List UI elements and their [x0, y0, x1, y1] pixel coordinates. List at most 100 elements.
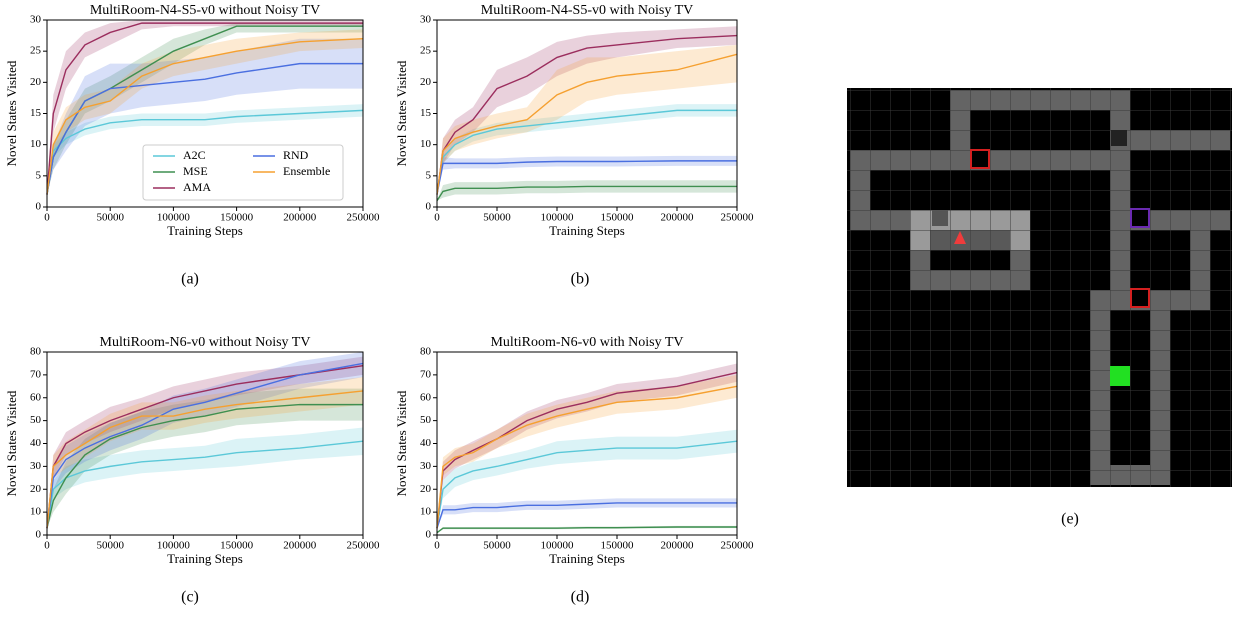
x-tick-label: 200000 [283, 212, 317, 224]
series-line [436, 185, 737, 202]
door-red [970, 149, 990, 169]
x-tick-label: 200000 [283, 540, 317, 552]
y-tick-label: 10 [30, 506, 42, 518]
series-line [46, 365, 364, 529]
y-tick-label: 10 [30, 138, 42, 150]
y-tick-label: 10 [420, 506, 432, 518]
series-line [46, 403, 363, 529]
band [437, 180, 737, 201]
band [437, 374, 737, 529]
y-axis-label: Novel States Visited [4, 390, 19, 496]
y-tick-label: 50 [30, 414, 42, 426]
x-tick-label: 100000 [157, 212, 191, 224]
y-tick-label: 0 [36, 529, 42, 541]
series-line [436, 526, 737, 534]
series-line [46, 22, 363, 195]
y-tick-label: 70 [30, 368, 42, 380]
band [47, 38, 363, 195]
y-tick-label: 20 [420, 483, 432, 495]
legend-label: A2C [183, 148, 206, 162]
series-line [46, 390, 364, 529]
x-tick-label: 200000 [661, 212, 695, 224]
x-tick-label: 250000 [721, 540, 755, 552]
legend-label: AMA [183, 180, 211, 194]
door-red [1130, 288, 1150, 308]
y-tick-label: 70 [420, 368, 432, 380]
x-tick-label: 150000 [601, 540, 635, 552]
y-tick-label: 30 [30, 460, 42, 472]
x-tick-label: 0 [434, 212, 440, 224]
y-tick-label: 60 [30, 391, 42, 403]
series-line [46, 440, 364, 529]
legend-label: MSE [183, 164, 208, 178]
y-tick-label: 40 [420, 437, 432, 449]
y-tick-label: 0 [426, 529, 432, 541]
chart-title: MultiRoom-N4-S5-v0 with Noisy TV [481, 3, 693, 18]
y-tick-label: 25 [420, 45, 432, 57]
y-axis-label: Novel States Visited [394, 60, 409, 166]
y-tick-label: 25 [30, 45, 42, 57]
y-tick-label: 80 [30, 346, 42, 358]
door-grey [932, 210, 948, 226]
x-tick-label: 0 [44, 540, 50, 552]
band [437, 104, 737, 195]
y-tick-label: 20 [420, 76, 432, 88]
legend-label: RND [283, 148, 309, 162]
band [437, 26, 737, 195]
y-tick-label: 10 [420, 138, 432, 150]
x-tick-label: 100000 [541, 212, 575, 224]
y-tick-label: 0 [426, 201, 432, 213]
x-tick-label: 200000 [661, 540, 695, 552]
band [437, 44, 737, 195]
x-axis-label: Training Steps [549, 223, 625, 238]
y-axis-label: Novel States Visited [394, 390, 409, 496]
door-purple [1130, 208, 1150, 228]
chart-title: MultiRoom-N6-v0 with Noisy TV [490, 335, 683, 350]
x-axis-label: Training Steps [167, 223, 243, 238]
series-line [46, 109, 364, 195]
band [47, 29, 363, 195]
x-tick-label: 250000 [347, 212, 381, 224]
caption: (e) [1061, 511, 1079, 528]
y-tick-label: 80 [420, 346, 432, 358]
x-tick-label: 100000 [541, 540, 575, 552]
band [437, 155, 737, 195]
series-line [46, 362, 364, 529]
x-tick-label: 50000 [483, 212, 511, 224]
chart-title: MultiRoom-N6-v0 without Noisy TV [100, 335, 311, 350]
agent [954, 231, 966, 244]
series-line [436, 34, 738, 195]
y-tick-label: 30 [30, 14, 42, 26]
x-tick-label: 150000 [601, 212, 635, 224]
maze-grid [847, 88, 1232, 487]
y-tick-label: 5 [36, 169, 42, 181]
y-tick-label: 40 [30, 437, 42, 449]
x-axis-label: Training Steps [549, 551, 625, 566]
x-tick-label: 50000 [96, 540, 124, 552]
series-line [436, 385, 738, 529]
y-tick-label: 15 [420, 107, 432, 119]
door-grey [1111, 130, 1127, 146]
series-line [46, 38, 364, 195]
caption: (b) [571, 271, 590, 288]
y-tick-label: 0 [36, 201, 42, 213]
x-tick-label: 100000 [157, 540, 191, 552]
band [47, 104, 363, 195]
x-axis-label: Training Steps [167, 551, 243, 566]
x-tick-label: 250000 [347, 540, 381, 552]
legend-label: Ensemble [283, 164, 330, 178]
caption: (a) [181, 271, 199, 288]
x-tick-label: 50000 [483, 540, 511, 552]
y-tick-label: 20 [30, 76, 42, 88]
y-tick-label: 5 [426, 169, 432, 181]
caption: (c) [181, 589, 199, 606]
x-tick-label: 0 [434, 540, 440, 552]
series-line [436, 160, 737, 195]
y-tick-label: 30 [420, 14, 432, 26]
legend-frame [142, 144, 344, 201]
caption: (d) [571, 589, 590, 606]
y-tick-label: 15 [30, 107, 42, 119]
series-line [436, 109, 737, 195]
series-line [436, 502, 737, 529]
